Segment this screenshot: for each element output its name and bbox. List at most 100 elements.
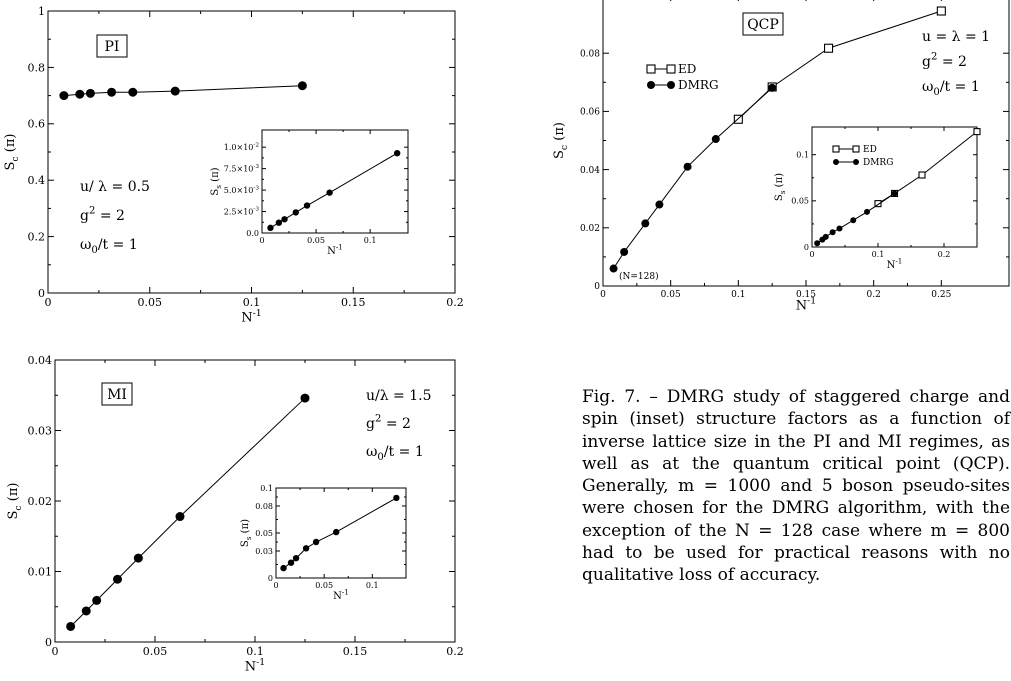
chart-qcp: 0 0.05 0.1 0.15 0.2 0.25 0 0.02 0.04 0.06 0.08 N-1 S… <box>552 0 1010 314</box>
qcp-inset-xtick-label: 0 <box>809 250 814 259</box>
qcp-xtick-label: 0.25 <box>931 290 951 300</box>
pi-xtick-label: 0.15 <box>341 296 366 309</box>
mi-data-point <box>133 553 143 563</box>
mi-inset-xtick-label: 0.05 <box>315 581 333 590</box>
pi-inset-ytick-label: 0.0 <box>246 229 259 238</box>
pi-data-point <box>59 91 69 101</box>
mi-ytick-label: 0.04 <box>28 354 53 367</box>
qcp-xtick-label: 0.1 <box>731 290 745 300</box>
qcp-ylabel: Sc (π) <box>552 122 570 159</box>
qcp-data-point <box>711 135 720 144</box>
qcp-inset-xtick-label: 0.1 <box>872 250 885 259</box>
pi-inset-ylabel: Ss (π) <box>210 167 223 195</box>
qcp-ytick-label: 0 <box>594 282 600 292</box>
pi-inset-xlabel: N-1 <box>327 242 343 256</box>
pi-inset-ytick-label: 5.0×10-3 <box>224 185 260 195</box>
mi-inset-data-point <box>292 555 300 562</box>
qcp-legend-marker <box>647 81 655 89</box>
mi-xlabel: N-1 <box>245 657 265 675</box>
mi-xtick-label: 0.1 <box>246 645 264 658</box>
pi-inset-data-point <box>326 189 333 196</box>
mi-ytick-label: 0 <box>45 636 52 649</box>
qcp-xlabel: N-1 <box>796 296 816 314</box>
qcp-data-point <box>733 114 743 124</box>
qcp-xtick-label: 0.2 <box>867 290 881 300</box>
pi-ytick-label: 0.4 <box>28 174 46 187</box>
pi-inset-data-point <box>303 202 311 209</box>
mi-xtick-label: 0.15 <box>343 645 368 658</box>
mi-data-point <box>175 512 185 522</box>
qcp-inset-ytick-label: 0 <box>804 243 809 252</box>
qcp-inset-legend-entry: DMRG <box>863 158 893 168</box>
qcp-tag: QCP <box>747 17 779 33</box>
qcp-param: u = λ = 1 <box>922 29 990 45</box>
pi-data-point <box>107 87 117 97</box>
mi-inset-ylabel: Ss (π) <box>240 519 253 547</box>
pi-data-point <box>75 89 85 99</box>
qcp-ytick-label: 0.02 <box>580 224 600 234</box>
qcp-annotation: (N=128) <box>619 271 659 282</box>
pi-xtick-label: 0.1 <box>243 296 261 309</box>
pi-ytick-label: 0.2 <box>28 230 46 243</box>
qcp-inset-ytick-label: 0.1 <box>796 150 809 159</box>
mi-xtick-label: 0 <box>52 645 59 658</box>
pi-ytick-label: 0.8 <box>28 61 46 74</box>
qcp-inset-data-point <box>874 200 882 208</box>
mi-inset: 0 0.05 0.1 0 0.03 0.05 0.08 0.1 N-1 Ss (π) <box>240 484 407 602</box>
mi-data-point <box>113 574 122 584</box>
mi-inset-xlabel: N-1 <box>333 587 349 602</box>
qcp-inset-legend-marker <box>832 145 840 153</box>
mi-xtick-label: 0.05 <box>143 645 168 658</box>
qcp-data-point <box>641 219 650 228</box>
qcp-xtick-label: 0.15 <box>796 290 816 300</box>
qcp-legend-marker <box>646 64 656 74</box>
mi-data-point <box>92 595 102 605</box>
qcp-inset-data-point <box>891 190 898 197</box>
pi-xtick-label: 0.05 <box>138 296 163 309</box>
mi-data-point <box>300 393 310 403</box>
chart-pi: 0 0.05 0.1 0.15 0.2 0 0.2 0.4 0.6 0.8 1 N-1 Sc (π) PI… <box>3 5 464 326</box>
qcp-param: g2 = 2 <box>922 52 967 70</box>
qcp-data-point <box>936 6 946 16</box>
qcp-data-point <box>768 83 777 92</box>
pi-inset-data-point <box>267 224 274 232</box>
qcp-inset-data-point <box>829 229 836 236</box>
mi-inset-ytick-label: 0.08 <box>255 502 273 511</box>
pi-inset-ytick-label: 2.5×10-3 <box>224 207 260 217</box>
pi-param: g2 = 2 <box>80 206 125 224</box>
mi-inset-ytick-label: 0.05 <box>255 529 273 538</box>
pi-tag: PI <box>105 39 120 55</box>
pi-inset-data-point <box>292 209 299 216</box>
pi-ytick-label: 0.6 <box>28 118 46 131</box>
mi-inset-frame <box>275 487 407 579</box>
pi-inset: 0 0.05 0.1 0.0 2.5×10-3 5.0×10-3 7.5×10-3 1.0×1… <box>210 129 409 257</box>
pi-inset-frame <box>261 129 409 234</box>
mi-param: g2 = 2 <box>366 414 411 432</box>
pi-inset-xtick-label: 0.1 <box>364 236 377 245</box>
mi-inset-data-point <box>312 538 320 546</box>
mi-inset-xtick-label: 0 <box>273 581 278 590</box>
mi-inset-data-point <box>280 564 287 572</box>
pi-inset-data-point <box>281 216 288 223</box>
qcp-inset-legend-entry: ED <box>863 145 877 155</box>
qcp-xtick-label: 0 <box>600 290 606 300</box>
pi-data-point <box>297 81 307 91</box>
pi-param: ω0/t = 1 <box>80 237 138 256</box>
mi-param: u/λ = 1.5 <box>366 388 432 404</box>
qcp-inset-legend-marker <box>852 145 860 153</box>
mi-inset-data-point <box>332 528 340 536</box>
pi-data-point <box>85 88 95 98</box>
qcp-inset-data-point <box>814 240 821 247</box>
pi-ylabel: Sc (π) <box>3 134 21 171</box>
chart-mi: 0 0.05 0.1 0.15 0.2 0 0.01 0.02 0.03 0.04 N-1 Sc (π… <box>6 354 464 675</box>
qcp-legend-entry: DMRG <box>678 78 719 92</box>
qcp-data-point <box>609 264 618 273</box>
figure-caption: Fig. 7. – DMRG study of staggered charge… <box>582 387 1010 586</box>
qcp-data-point <box>824 43 834 53</box>
mi-ytick-label: 0.03 <box>28 424 53 437</box>
qcp-data-point <box>620 247 629 256</box>
qcp-tag-box <box>742 12 784 36</box>
mi-inset-data-point <box>302 545 310 552</box>
qcp-param: ω0/t = 1 <box>922 79 980 98</box>
